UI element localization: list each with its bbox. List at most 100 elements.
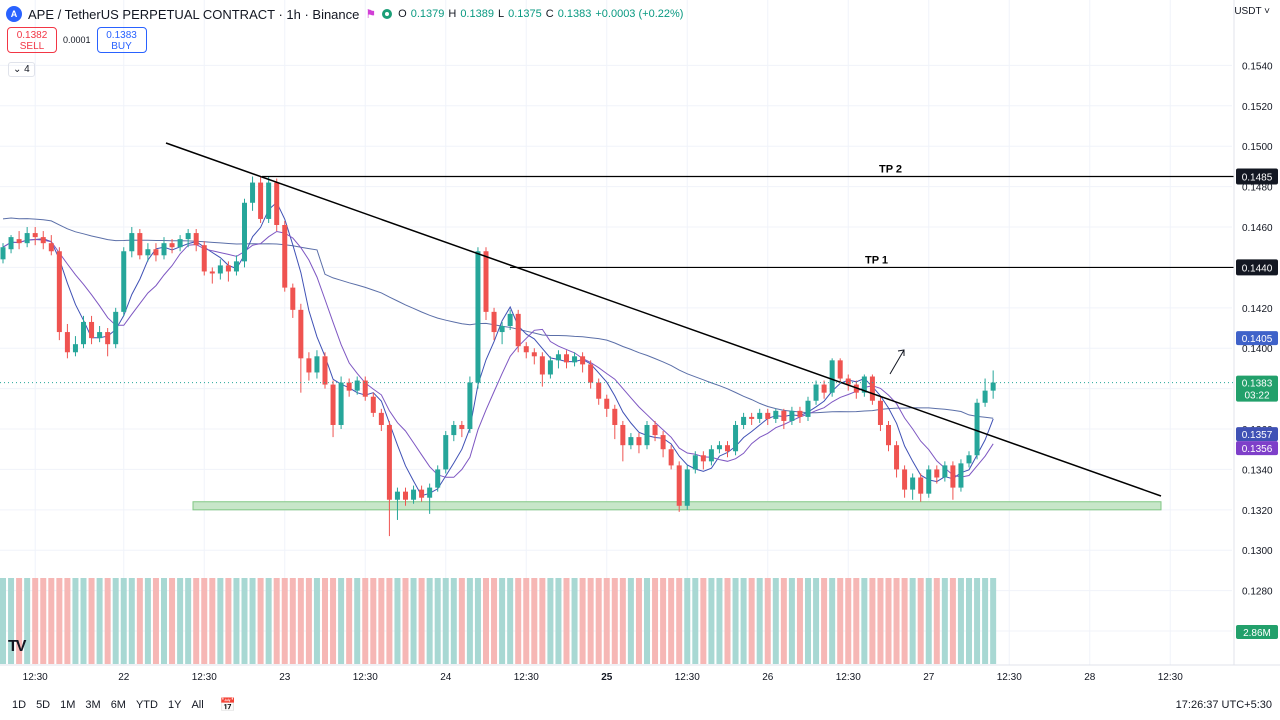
tp-level-tag bbox=[1236, 168, 1278, 185]
volume-bars bbox=[0, 578, 997, 664]
volume-bar bbox=[990, 578, 997, 664]
ma-fast-price-tag-bg bbox=[1236, 427, 1278, 442]
candle-body bbox=[716, 445, 722, 450]
long-ma-price-tag: 0.1405 bbox=[1242, 334, 1273, 345]
candle-body bbox=[966, 455, 972, 464]
volume-bar bbox=[491, 578, 498, 664]
time-tick-label: 12:30 bbox=[836, 672, 861, 683]
timeframe-1d[interactable]: 1D bbox=[12, 699, 27, 711]
tp-level-tag bbox=[1236, 259, 1278, 276]
timeframe-all[interactable]: All bbox=[191, 699, 204, 711]
volume-bar bbox=[668, 578, 675, 664]
candle-body bbox=[475, 251, 481, 383]
currency-selector[interactable]: USDT ˅ bbox=[1234, 6, 1270, 17]
indicators-toggle[interactable]: ⌄ 4 bbox=[8, 62, 35, 77]
tradingview-logo-icon[interactable]: TV bbox=[8, 638, 27, 655]
candle-body bbox=[40, 237, 46, 244]
candle-body bbox=[491, 311, 497, 333]
volume-bar bbox=[853, 578, 860, 664]
timeframe-ytd[interactable]: YTD bbox=[135, 699, 158, 711]
volume-bar bbox=[458, 578, 465, 664]
clock[interactable]: 17:26:37 UTC+5:30 bbox=[1175, 699, 1272, 711]
price-tick-label: 0.1400 bbox=[1242, 344, 1273, 355]
favorite-flag-icon[interactable]: ⚑ bbox=[365, 7, 377, 21]
volume-bar bbox=[917, 578, 924, 664]
candle-body bbox=[298, 309, 304, 359]
volume-bar bbox=[563, 578, 570, 664]
candle-body bbox=[515, 313, 521, 347]
candle-body bbox=[403, 491, 408, 500]
ma-fast-price-tag: 0.1357 bbox=[1242, 430, 1273, 441]
candle-body bbox=[346, 382, 352, 391]
volume-bar bbox=[0, 578, 6, 664]
candle-body bbox=[676, 465, 682, 506]
candle-body bbox=[451, 424, 457, 436]
candle-body bbox=[684, 469, 690, 506]
volume-bar bbox=[80, 578, 87, 664]
candle-body bbox=[741, 416, 747, 425]
timeframe-6m[interactable]: 6M bbox=[110, 699, 126, 711]
trade-panel: 0.1382 SELL 0.0001 0.1383 BUY bbox=[7, 27, 147, 53]
candle-body bbox=[394, 491, 400, 500]
volume-bar bbox=[8, 578, 15, 664]
volume-bar bbox=[724, 578, 731, 664]
candle-body bbox=[725, 445, 730, 452]
sell-price: 0.1382 bbox=[16, 30, 48, 41]
volume-bar bbox=[523, 578, 530, 664]
candle-body bbox=[97, 332, 103, 339]
volume-bar bbox=[555, 578, 562, 664]
change-value: +0.0003 (+0.22%) bbox=[595, 8, 684, 20]
buy-button[interactable]: 0.1383 BUY bbox=[96, 27, 147, 53]
chart-header: A APE / TetherUS PERPETUAL CONTRACT · 1h… bbox=[6, 4, 683, 24]
candle-body bbox=[773, 410, 779, 419]
volume-bar bbox=[233, 578, 240, 664]
candle-body bbox=[604, 398, 610, 409]
candle-body bbox=[531, 352, 537, 357]
volume-bar bbox=[813, 578, 820, 664]
volume-bar bbox=[788, 578, 795, 664]
calendar-icon[interactable]: 📅 bbox=[219, 697, 236, 712]
candle-body bbox=[105, 332, 111, 345]
candle-body bbox=[644, 424, 650, 446]
long-ma-line bbox=[2, 217, 994, 419]
volume-bar bbox=[225, 578, 232, 664]
volume-bar bbox=[281, 578, 288, 664]
volume-bar bbox=[128, 578, 135, 664]
volume-bar bbox=[426, 578, 433, 664]
volume-bar bbox=[507, 578, 514, 664]
candle-body bbox=[829, 360, 835, 393]
candle-body bbox=[209, 271, 215, 274]
candle-body bbox=[805, 400, 811, 417]
indicators-count: 4 bbox=[24, 64, 30, 75]
price-tick-label: 0.1540 bbox=[1242, 61, 1273, 72]
candle-body bbox=[797, 410, 803, 417]
sell-button[interactable]: 0.1382 SELL bbox=[7, 27, 57, 53]
candle-body bbox=[572, 356, 578, 363]
candle-body bbox=[161, 243, 167, 256]
price-tick-label: 0.1460 bbox=[1242, 223, 1273, 234]
volume-bar bbox=[611, 578, 618, 664]
timeframe-5d[interactable]: 5D bbox=[36, 699, 51, 711]
candle-body bbox=[628, 437, 634, 446]
candle-body bbox=[242, 202, 247, 262]
candle-body bbox=[861, 376, 867, 393]
symbol-title[interactable]: APE / TetherUS PERPETUAL CONTRACT · 1h ·… bbox=[28, 6, 360, 22]
candle-body bbox=[217, 265, 223, 274]
candle-body bbox=[370, 396, 376, 413]
drawings: TP 2 TP 1 bbox=[0, 142, 1234, 497]
timeframe-1m[interactable]: 1M bbox=[60, 699, 76, 711]
bottom-toolbar: 1D 5D 1M 3M 6M YTD 1Y All 📅 17:26:37 UTC+5:30 bbox=[0, 690, 1280, 720]
volume-bar bbox=[700, 578, 707, 664]
timeframe-3m[interactable]: 3M bbox=[85, 699, 101, 711]
candle-body bbox=[845, 378, 851, 385]
volume-bar bbox=[185, 578, 192, 664]
timeframe-1y[interactable]: 1Y bbox=[167, 699, 182, 711]
tp-level-price: 0.1485 bbox=[1242, 173, 1273, 184]
volume-bar bbox=[692, 578, 699, 664]
volume-bar bbox=[209, 578, 216, 664]
market-status-icon bbox=[382, 9, 393, 19]
volume-bar bbox=[442, 578, 449, 664]
volume-bar bbox=[136, 578, 143, 664]
